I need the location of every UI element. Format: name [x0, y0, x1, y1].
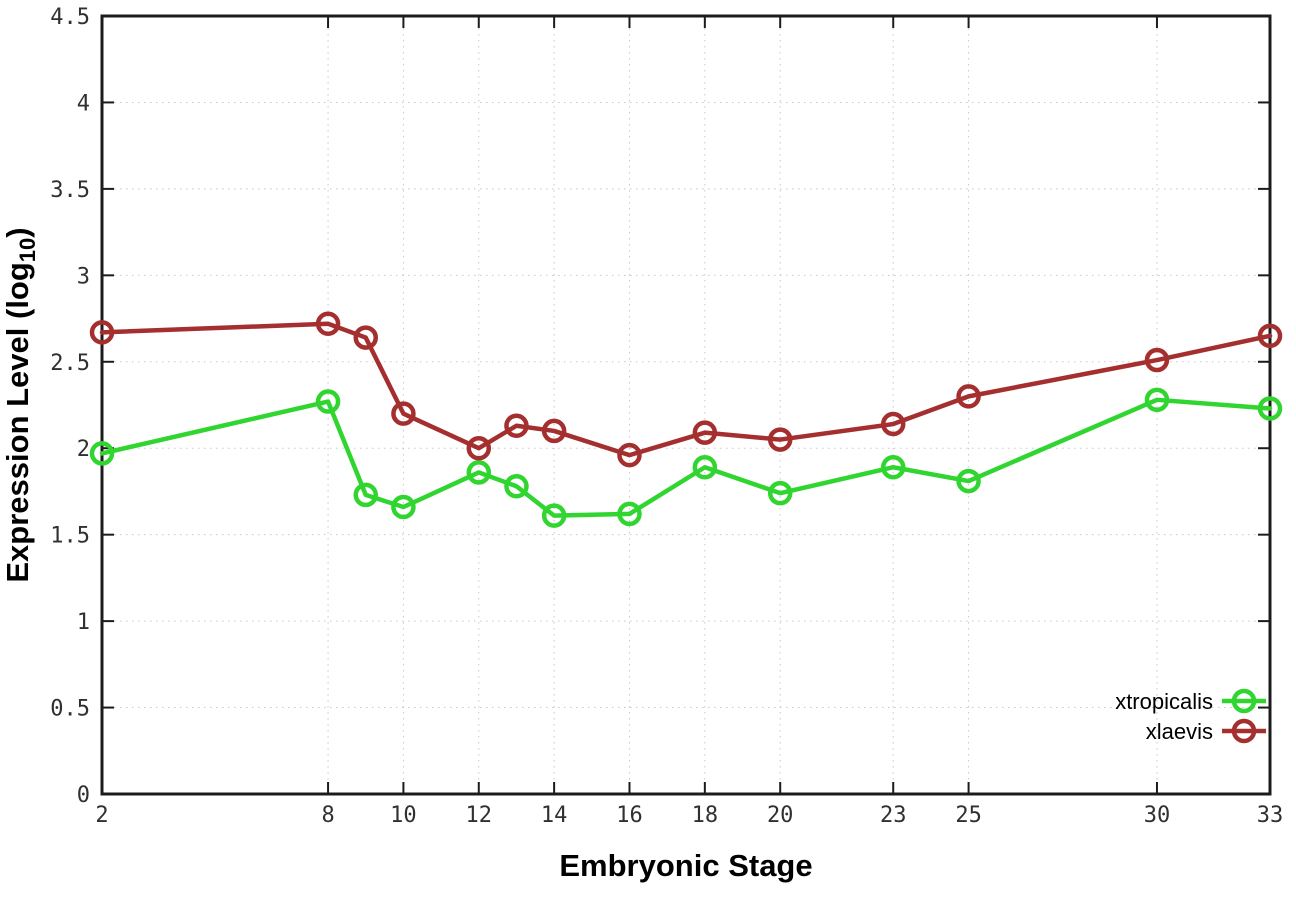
data-point-xlaevis — [1257, 323, 1283, 349]
series-line-xlaevis — [99, 321, 1273, 458]
y-tick-label: 4.5 — [50, 5, 90, 30]
data-point-xlaevis — [956, 384, 981, 409]
data-point-xlaevis — [767, 427, 793, 452]
x-tick-label: 30 — [1144, 803, 1171, 828]
legend: xtropicalis xlaevis — [1115, 688, 1266, 744]
data-point-xtropicalis — [692, 454, 718, 480]
x-tick-label: 12 — [466, 803, 493, 828]
data-point-xtropicalis — [767, 480, 793, 506]
x-axis-label: Embryonic Stage — [559, 848, 812, 883]
data-point-xlaevis — [391, 401, 416, 426]
x-tick-label: 10 — [390, 803, 417, 828]
x-tick-label: 25 — [955, 803, 982, 828]
x-tick-label: 20 — [767, 803, 794, 828]
data-point-xtropicalis — [617, 501, 642, 527]
y-axis-label: Expression Level (log10) — [0, 227, 40, 582]
plot-border — [100, 14, 1272, 796]
data-point-xtropicalis — [353, 482, 378, 508]
data-point-xlaevis — [692, 420, 718, 445]
data-point-xlaevis — [504, 413, 529, 438]
y-tick-label: 1.5 — [50, 524, 90, 549]
y-tick-label: 4 — [77, 91, 90, 116]
x-tick-label: 33 — [1257, 803, 1284, 828]
legend-sample-point-xtropicalis — [1231, 688, 1257, 714]
data-point-xtropicalis — [541, 503, 567, 528]
data-series — [89, 311, 1283, 528]
data-point-xlaevis — [315, 311, 341, 336]
tick-labels: 2 8 10 12 14 16 18 20 23 25 30 33 0 0.5 1 1.5 2 2.5 3 3.5 4 4… — [50, 5, 1283, 828]
legend-label-xtropicalis: xtropicalis — [1115, 689, 1213, 714]
data-point-xtropicalis — [956, 468, 981, 494]
y-tick-label: 0 — [77, 783, 90, 808]
axes-and-ticks — [100, 14, 1272, 796]
grid-lines — [102, 16, 1270, 794]
y-tick-label: 3 — [77, 264, 90, 289]
x-tick-label: 8 — [321, 803, 334, 828]
y-tick-label: 2.5 — [50, 351, 90, 376]
data-point-xlaevis — [880, 411, 906, 437]
legend-sample-point-xlaevis — [1231, 718, 1257, 744]
data-point-xtropicalis — [391, 494, 416, 520]
y-axis-label-text: Expression Level (log — [0, 262, 35, 582]
x-tick-label: 2 — [95, 803, 108, 828]
y-tick-label: 0.5 — [50, 697, 90, 722]
data-point-xlaevis — [1144, 347, 1170, 373]
data-point-xlaevis — [466, 435, 492, 461]
data-point-xlaevis — [541, 418, 567, 444]
data-point-xlaevis — [617, 442, 642, 468]
legend-sample-markers — [1222, 688, 1266, 744]
data-point-xtropicalis — [1257, 396, 1283, 421]
y-axis-label-subscript: 10 — [15, 238, 40, 262]
y-tick-label: 2 — [77, 437, 90, 462]
data-point-xtropicalis — [504, 474, 529, 499]
data-point-xtropicalis — [89, 441, 115, 466]
x-tick-label: 16 — [616, 803, 643, 828]
x-tick-label: 14 — [541, 803, 568, 828]
data-point-xlaevis — [89, 320, 115, 345]
series-line-xtropicalis — [99, 397, 1273, 518]
y-axis-label-close: ) — [0, 227, 35, 237]
data-point-xtropicalis — [1144, 387, 1170, 413]
legend-label-xlaevis: xlaevis — [1146, 719, 1213, 744]
x-tick-label: 18 — [692, 803, 719, 828]
data-point-xtropicalis — [466, 460, 492, 485]
y-tick-label: 1 — [77, 610, 90, 635]
data-point-xtropicalis — [880, 454, 906, 480]
y-tick-label: 3.5 — [50, 178, 90, 203]
data-point-xlaevis — [353, 325, 378, 350]
data-point-xtropicalis — [315, 389, 341, 414]
x-tick-label: 23 — [880, 803, 907, 828]
